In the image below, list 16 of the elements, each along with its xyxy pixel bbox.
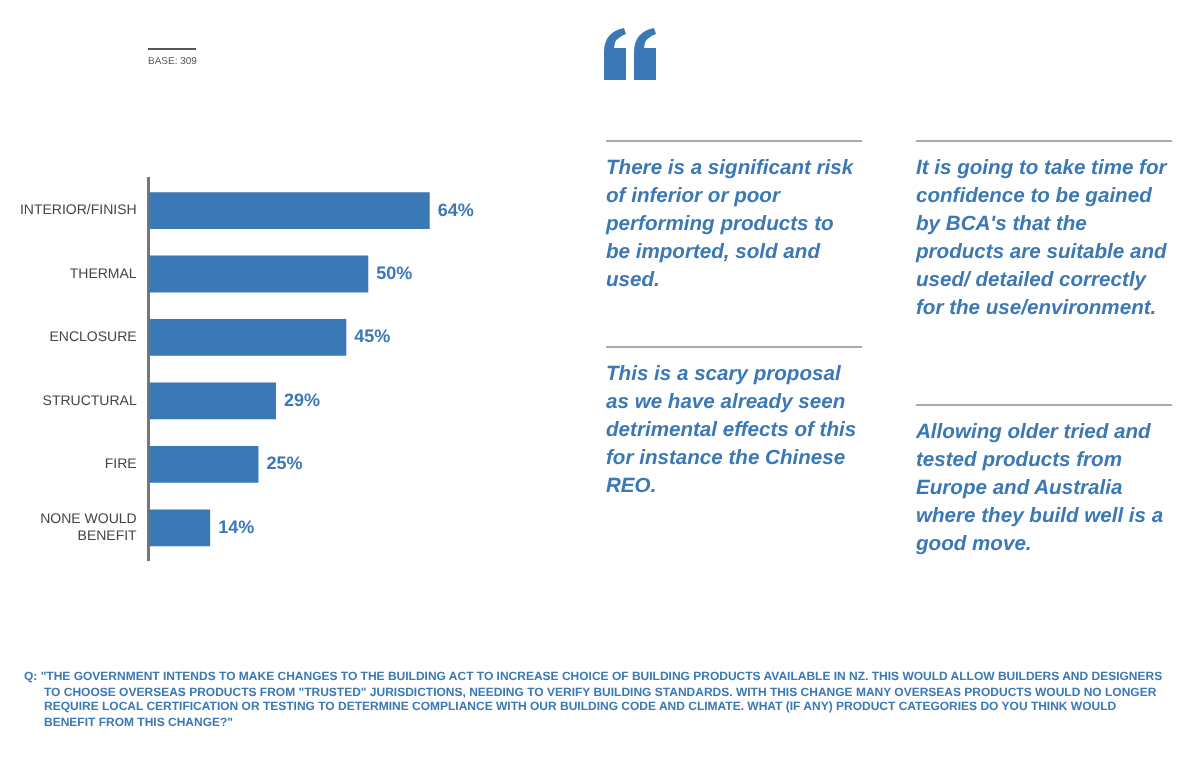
text: Allowing older tried and tested products from Europe and Australia where they build well is a good move. xyxy=(916,404,1172,560)
data-label: 29% xyxy=(284,389,321,410)
bar xyxy=(148,509,211,547)
bar xyxy=(148,319,347,356)
data-label: 14% xyxy=(218,516,255,537)
text: It is going to take time for confidence to be gained by BCA's that the products are suitable and used/ detailed correctly for the use/environment. xyxy=(916,140,1172,324)
bar xyxy=(148,255,369,293)
bar xyxy=(148,446,259,483)
text: This is a scary proposal as we have already seen detrimental effects of this for instance the Chinese REO. xyxy=(606,346,862,502)
text: There is a significant risk of inferior or poor performing products to be imported, sold and used. xyxy=(606,140,862,296)
bar xyxy=(148,192,430,229)
data-label: 50% xyxy=(376,262,413,283)
bar xyxy=(148,382,277,420)
data-label: 45% xyxy=(354,326,391,347)
data-label: 64% xyxy=(437,199,474,220)
data-label: 25% xyxy=(266,453,303,474)
